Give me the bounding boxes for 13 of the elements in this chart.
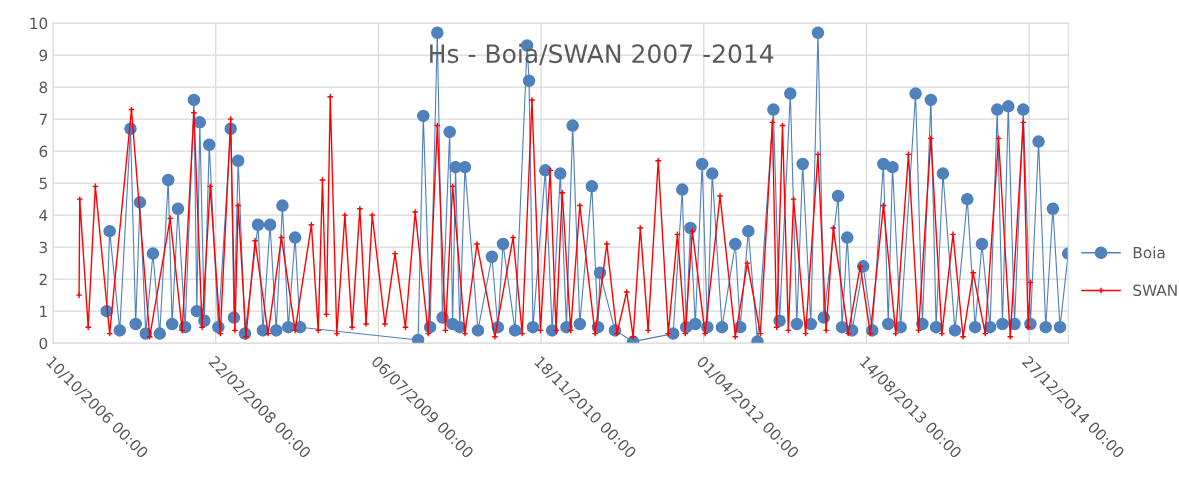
y-tick-label: 7 <box>39 113 47 125</box>
y-tick-label: 6 <box>39 145 48 158</box>
y-tick-label: 10 <box>30 17 48 30</box>
y-tick-label: 3 <box>39 241 47 254</box>
legend-label: Boia <box>1133 246 1165 259</box>
y-tick-label: 0 <box>39 337 48 350</box>
y-tick-label: 1 <box>40 305 47 317</box>
y-tick-label: 9 <box>39 49 48 62</box>
y-tick-label: 8 <box>39 81 48 94</box>
legend-label: SWAN <box>1133 284 1177 297</box>
y-tick-label: 4 <box>39 209 48 221</box>
y-tick-label: 5 <box>39 177 47 190</box>
y-tick-label: 2 <box>39 273 47 285</box>
